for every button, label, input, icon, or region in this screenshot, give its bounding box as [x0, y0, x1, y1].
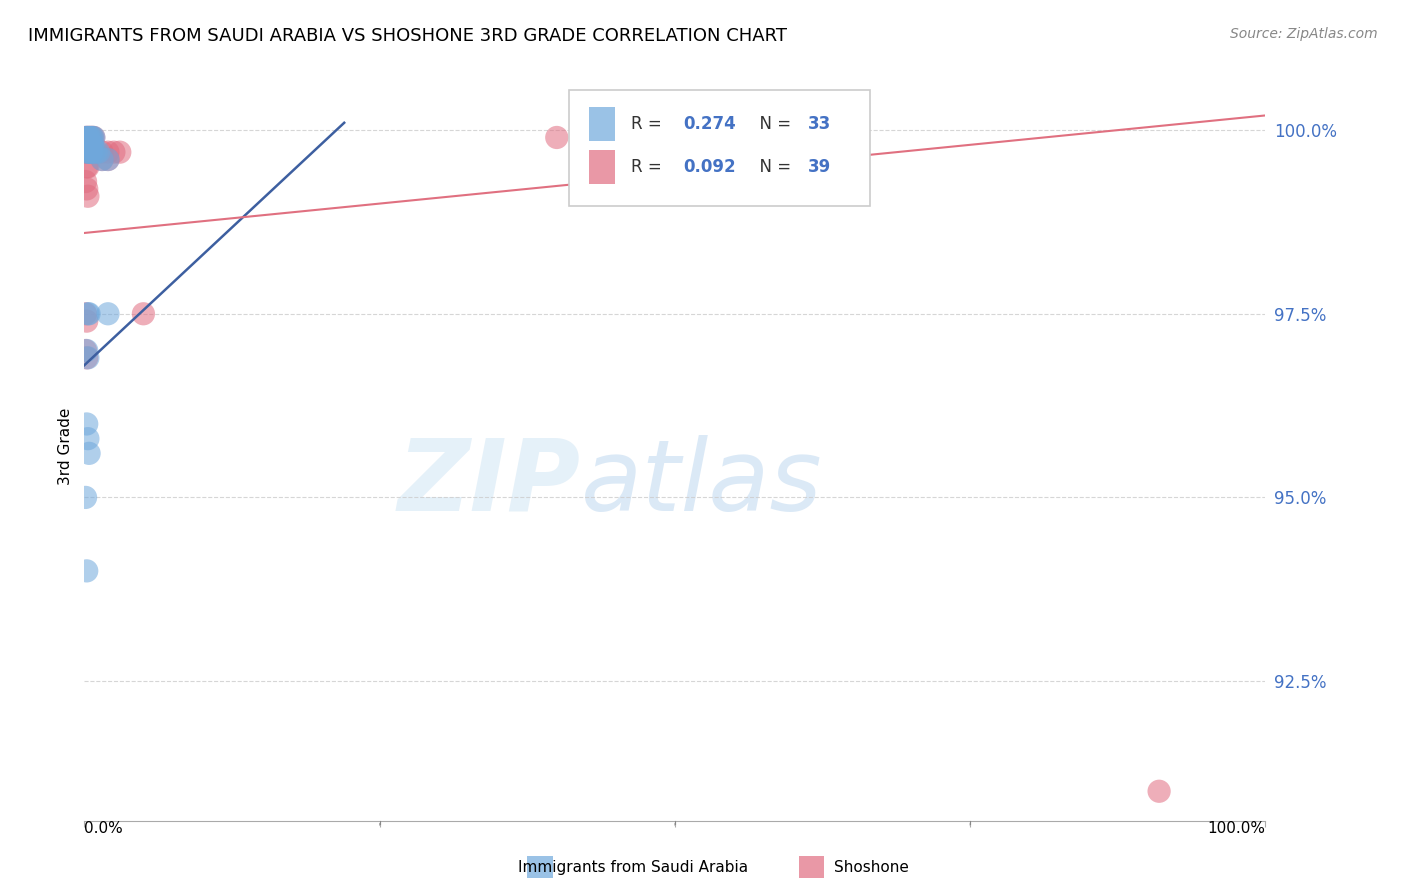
- Point: [75, 130, 97, 145]
- Text: atlas: atlas: [581, 435, 823, 532]
- Point: [132, 307, 155, 321]
- Y-axis label: 3rd Grade: 3rd Grade: [58, 408, 73, 484]
- Point: [79, 137, 101, 152]
- Point: [77, 145, 100, 160]
- Point: [97, 145, 120, 160]
- Point: [806, 130, 828, 145]
- Point: [569, 130, 592, 145]
- Point: [77, 137, 100, 152]
- Text: Source: ZipAtlas.com: Source: ZipAtlas.com: [1230, 27, 1378, 41]
- Text: N =: N =: [749, 115, 797, 133]
- Point: [87, 145, 110, 160]
- Point: [76, 130, 98, 145]
- Point: [77, 432, 100, 446]
- Point: [82, 130, 104, 145]
- Point: [84, 145, 107, 160]
- Point: [77, 145, 100, 160]
- Point: [76, 145, 98, 160]
- Text: R =: R =: [631, 158, 668, 177]
- Point: [593, 130, 616, 145]
- Text: IMMIGRANTS FROM SAUDI ARABIA VS SHOSHONE 3RD GRADE CORRELATION CHART: IMMIGRANTS FROM SAUDI ARABIA VS SHOSHONE…: [28, 27, 787, 45]
- Point: [77, 137, 100, 152]
- Text: R =: R =: [631, 115, 668, 133]
- Point: [77, 145, 100, 160]
- Point: [664, 130, 686, 145]
- Point: [91, 153, 114, 167]
- Text: Immigrants from Saudi Arabia: Immigrants from Saudi Arabia: [517, 860, 748, 874]
- Point: [76, 564, 98, 578]
- Point: [76, 351, 98, 365]
- Point: [77, 446, 100, 460]
- Point: [77, 130, 100, 145]
- Point: [80, 137, 103, 152]
- Point: [83, 145, 105, 160]
- FancyBboxPatch shape: [589, 107, 614, 141]
- Text: 0.0%: 0.0%: [84, 821, 124, 836]
- Point: [91, 145, 114, 160]
- FancyBboxPatch shape: [589, 151, 614, 184]
- Point: [76, 130, 98, 145]
- Point: [75, 307, 97, 321]
- Point: [83, 130, 105, 145]
- Point: [80, 145, 103, 160]
- Text: 0.274: 0.274: [683, 115, 735, 133]
- Point: [82, 137, 104, 152]
- Point: [77, 130, 100, 145]
- Point: [83, 130, 105, 145]
- Point: [77, 351, 100, 365]
- Point: [76, 314, 98, 328]
- Point: [103, 145, 125, 160]
- Point: [75, 491, 97, 505]
- Point: [76, 343, 98, 358]
- Point: [91, 153, 114, 167]
- Point: [80, 130, 103, 145]
- Point: [77, 189, 100, 203]
- Point: [75, 343, 97, 358]
- Point: [76, 145, 98, 160]
- Point: [79, 145, 101, 160]
- Point: [77, 130, 100, 145]
- Point: [97, 153, 120, 167]
- Text: 100.0%: 100.0%: [1208, 821, 1265, 836]
- Point: [688, 130, 710, 145]
- Text: 33: 33: [808, 115, 831, 133]
- Point: [108, 145, 131, 160]
- Point: [1147, 784, 1170, 798]
- FancyBboxPatch shape: [568, 90, 870, 206]
- Point: [76, 160, 98, 174]
- Point: [77, 307, 100, 321]
- Point: [84, 145, 107, 160]
- Point: [77, 145, 100, 160]
- Point: [79, 130, 101, 145]
- Point: [75, 175, 97, 189]
- Point: [79, 137, 101, 152]
- Point: [97, 307, 120, 321]
- Text: N =: N =: [749, 158, 797, 177]
- Text: ZIP: ZIP: [398, 435, 581, 532]
- Point: [76, 182, 98, 196]
- Text: 0.092: 0.092: [683, 158, 735, 177]
- Point: [77, 137, 100, 152]
- Point: [75, 130, 97, 145]
- Point: [80, 130, 103, 145]
- Point: [77, 130, 100, 145]
- Text: 39: 39: [808, 158, 831, 177]
- Point: [77, 307, 100, 321]
- Point: [76, 417, 98, 431]
- Point: [546, 130, 568, 145]
- Text: Shoshone: Shoshone: [834, 860, 910, 874]
- Point: [97, 153, 120, 167]
- Point: [82, 130, 104, 145]
- Point: [782, 130, 804, 145]
- Point: [77, 160, 100, 174]
- Point: [77, 137, 100, 152]
- Point: [79, 130, 101, 145]
